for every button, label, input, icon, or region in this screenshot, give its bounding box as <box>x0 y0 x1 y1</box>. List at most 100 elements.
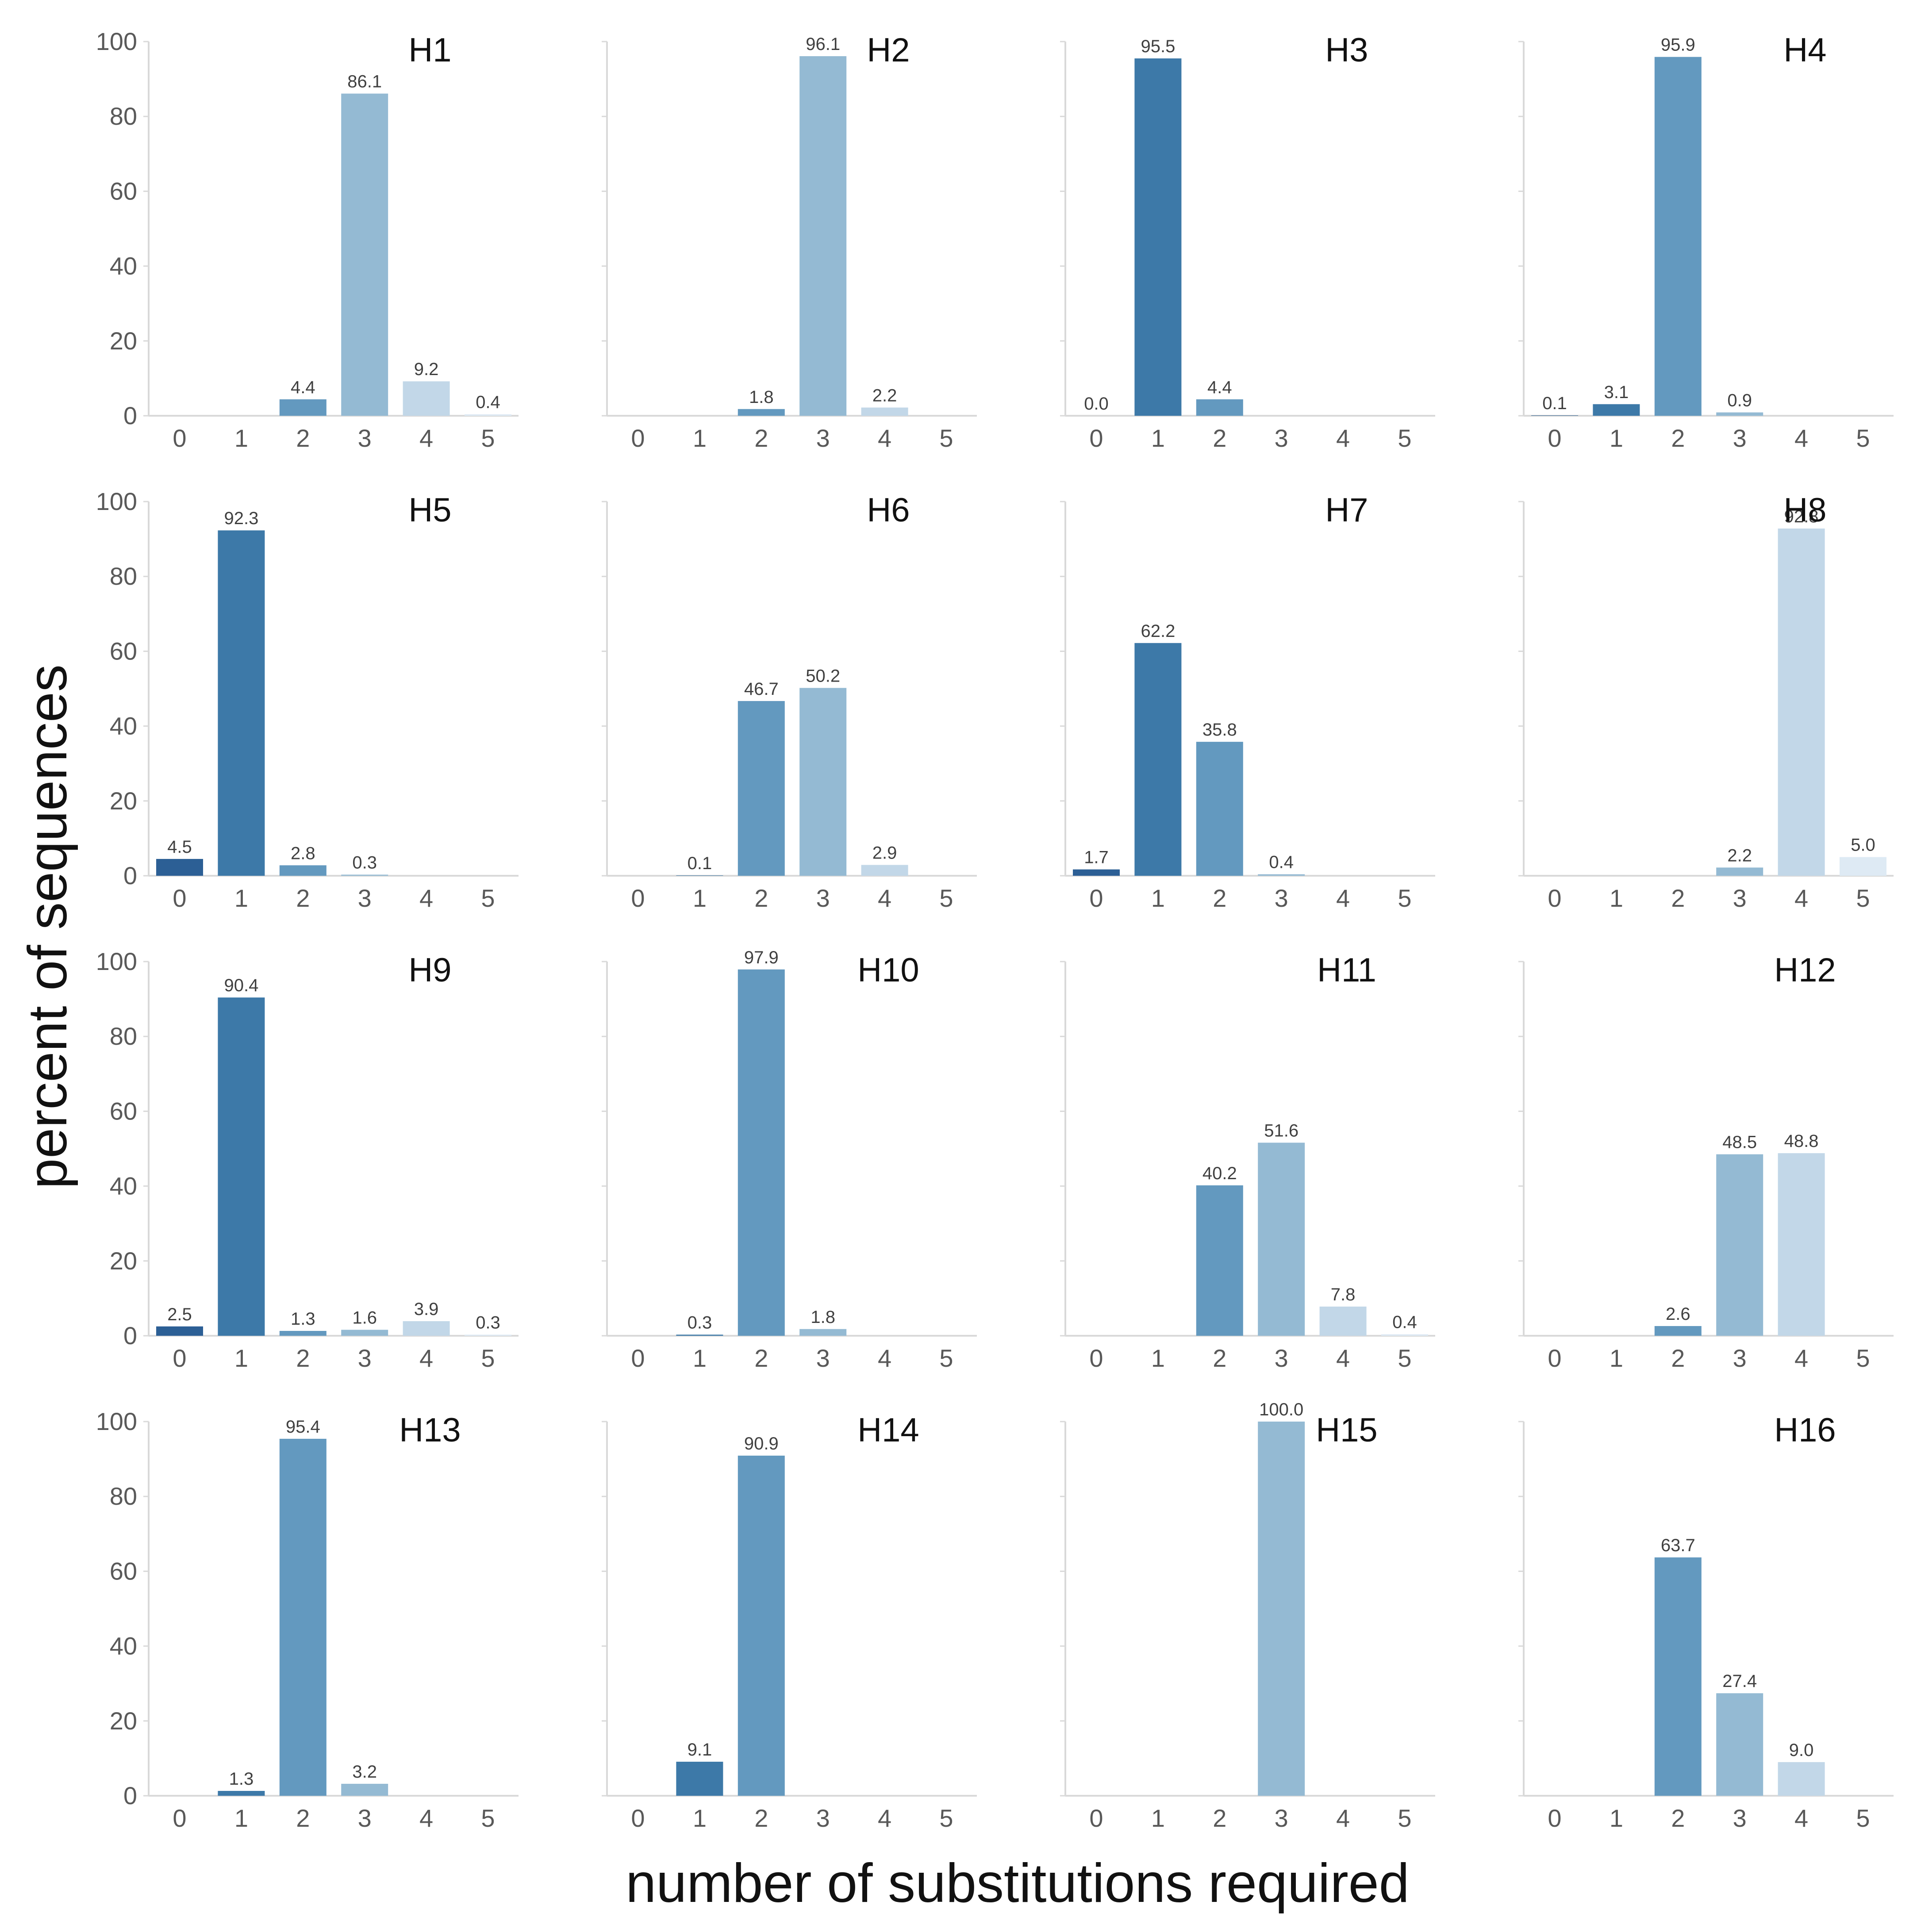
x-tick-label: 5 <box>939 1804 953 1832</box>
x-tick-label: 2 <box>1671 884 1685 912</box>
x-tick-label: 4 <box>419 884 433 912</box>
bar-value-label: 9.0 <box>1789 1740 1814 1760</box>
panel-h1: 0 20 40 60 80 100 0 1 2 4.4 3 86.1 4 9.2 5 0.4 H1 <box>96 27 519 452</box>
x-tick-label: 4 <box>1336 424 1350 452</box>
bar-h4-2 <box>1654 57 1702 416</box>
x-tick-label: 2 <box>1213 1804 1226 1832</box>
x-tick-label: 4 <box>878 424 891 452</box>
x-tick-label: 0 <box>631 884 645 912</box>
bar-value-label: 0.4 <box>1392 1313 1417 1332</box>
bar-value-label: 1.3 <box>229 1769 254 1789</box>
bar-h9-5 <box>465 1334 511 1336</box>
y-tick-label: 0 <box>123 1782 137 1809</box>
y-tick-label: 20 <box>110 1247 137 1275</box>
bar-value-label: 0.3 <box>476 1313 500 1332</box>
y-tick-label: 40 <box>110 1632 137 1660</box>
x-tick-label: 1 <box>1151 1344 1165 1372</box>
x-axis-title: number of substitutions required <box>626 1853 1409 1914</box>
x-tick-label: 3 <box>358 1804 372 1832</box>
x-tick-label: 1 <box>1610 424 1623 452</box>
panel-title: H2 <box>867 31 910 69</box>
x-tick-label: 1 <box>1151 424 1165 452</box>
x-tick-label: 0 <box>631 1344 645 1372</box>
y-tick-label: 60 <box>110 1097 137 1125</box>
x-tick-label: 5 <box>939 884 953 912</box>
bar-h11-2 <box>1196 1185 1243 1336</box>
y-tick-label: 0 <box>123 402 137 429</box>
x-tick-label: 2 <box>296 1804 310 1832</box>
bar-value-label: 48.8 <box>1784 1131 1819 1151</box>
bar-value-label: 92.3 <box>224 509 258 528</box>
x-tick-label: 1 <box>1610 1344 1623 1372</box>
y-tick-label: 60 <box>110 1557 137 1585</box>
x-tick-label: 4 <box>419 1804 433 1832</box>
y-tick-label: 60 <box>110 637 137 665</box>
bar-value-label: 95.5 <box>1141 37 1175 56</box>
x-tick-label: 1 <box>234 884 248 912</box>
y-tick-label: 80 <box>110 1022 137 1050</box>
bar-h7-2 <box>1196 742 1243 876</box>
panel-h5: 0 20 40 60 80 100 0 4.5 1 92.3 2 2.8 3 0.3 4 5 H5 <box>96 487 519 912</box>
x-tick-label: 3 <box>1275 884 1288 912</box>
bar-h2-4 <box>861 407 908 416</box>
bar-h13-2 <box>279 1438 327 1796</box>
x-tick-label: 0 <box>173 884 186 912</box>
y-tick-label: 40 <box>110 712 137 740</box>
bar-h1-5 <box>465 414 511 416</box>
bar-value-label: 0.1 <box>688 854 712 873</box>
bar-h3-2 <box>1196 399 1243 416</box>
y-tick-label: 40 <box>110 1172 137 1200</box>
y-tick-label: 80 <box>110 1482 137 1510</box>
panel-h2: 0 1 2 1.8 3 96.1 4 2.2 5 H2 <box>602 31 977 452</box>
bar-value-label: 1.6 <box>352 1308 377 1327</box>
bar-h14-1 <box>676 1762 723 1796</box>
bar-h4-0 <box>1531 415 1578 416</box>
bar-value-label: 97.9 <box>744 948 779 967</box>
bar-h1-2 <box>279 399 327 416</box>
bar-value-label: 0.3 <box>352 853 377 872</box>
x-tick-label: 4 <box>419 1344 433 1372</box>
panel-h11: 0 1 2 40.2 3 51.6 4 7.8 5 0.4 H11 <box>1060 951 1435 1372</box>
x-tick-label: 2 <box>754 1344 768 1372</box>
bar-h6-4 <box>861 865 908 876</box>
bar-value-label: 5.0 <box>1851 836 1875 855</box>
panel-title: H7 <box>1325 491 1368 529</box>
panel-title: H1 <box>408 31 451 69</box>
bar-h6-1 <box>676 875 723 876</box>
bar-h1-3 <box>341 93 388 416</box>
bar-value-label: 51.6 <box>1264 1121 1298 1140</box>
x-tick-label: 2 <box>754 1804 768 1832</box>
x-tick-label: 5 <box>939 1344 953 1372</box>
panel-h8: 0 1 2 3 2.2 4 92.8 5 5.0 H8 <box>1518 491 1894 912</box>
x-tick-label: 4 <box>1336 1344 1350 1372</box>
x-tick-label: 0 <box>631 1804 645 1832</box>
bar-value-label: 27.4 <box>1722 1671 1757 1691</box>
x-tick-label: 0 <box>1089 884 1103 912</box>
bar-h7-1 <box>1134 643 1182 876</box>
x-tick-label: 5 <box>1856 1804 1870 1832</box>
bar-h13-3 <box>341 1783 388 1796</box>
bar-value-label: 2.6 <box>1666 1304 1690 1324</box>
x-tick-label: 2 <box>754 424 768 452</box>
x-tick-label: 2 <box>1671 1344 1685 1372</box>
bar-value-label: 0.4 <box>1269 853 1294 872</box>
bar-value-label: 0.9 <box>1727 391 1752 410</box>
x-tick-label: 5 <box>1398 1344 1411 1372</box>
x-tick-label: 4 <box>878 1804 891 1832</box>
bar-h8-3 <box>1716 867 1763 876</box>
bar-value-label: 3.9 <box>414 1300 439 1319</box>
y-tick-label: 100 <box>96 947 137 975</box>
bar-value-label: 3.2 <box>352 1762 377 1782</box>
panel-title: H11 <box>1317 951 1376 989</box>
x-tick-label: 4 <box>1336 1804 1350 1832</box>
x-tick-label: 1 <box>693 424 707 452</box>
x-tick-label: 5 <box>939 424 953 452</box>
y-tick-label: 80 <box>110 102 137 130</box>
panel-h12: 0 1 2 2.6 3 48.5 4 48.8 5 H12 <box>1518 951 1894 1372</box>
bar-value-label: 40.2 <box>1202 1164 1237 1183</box>
bar-h11-4 <box>1319 1307 1367 1336</box>
x-tick-label: 1 <box>1610 1804 1623 1832</box>
bar-h7-0 <box>1073 869 1120 876</box>
x-tick-label: 2 <box>1671 424 1685 452</box>
